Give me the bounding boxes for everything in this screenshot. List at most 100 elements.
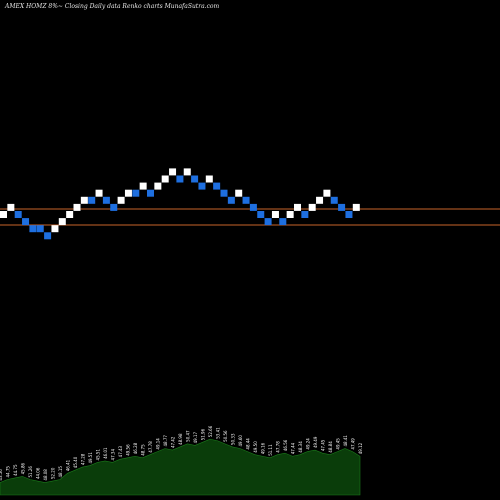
- volume-value-label: 48.08: [43, 469, 48, 481]
- renko-brick: [132, 189, 140, 197]
- volume-value-label: 49.49: [313, 436, 318, 448]
- volume-value-label: 47.43: [118, 445, 123, 457]
- volume-value-label: 51.11: [268, 444, 273, 456]
- volume-value-label: 47.78: [276, 441, 281, 453]
- volume-value-label: 44.06: [36, 467, 41, 479]
- volume-value-label: 48.41: [343, 435, 348, 447]
- renko-brick: [44, 232, 52, 240]
- volume-value-label: 46.41: [66, 459, 71, 471]
- renko-brick: [80, 196, 88, 204]
- volume-value-label: 46.01: [103, 447, 108, 459]
- volume-value-label: 49.51: [88, 452, 93, 464]
- renko-brick: [308, 203, 316, 211]
- renko-brick: [345, 211, 353, 218]
- volume-value-label: 49.45: [336, 438, 341, 450]
- renko-brick: [205, 175, 213, 183]
- volume-value-label: 50.33: [231, 433, 236, 445]
- renko-brick: [95, 189, 103, 197]
- renko-brick: [323, 189, 331, 197]
- renko-brick: [139, 182, 147, 190]
- volume-value-label: 49.50: [253, 441, 258, 453]
- volume-value-label: 47.49: [351, 438, 356, 450]
- renko-brick: [249, 203, 257, 211]
- volume-value-label: 49.60: [238, 435, 243, 447]
- volume-value-label: 48.44: [246, 438, 251, 450]
- volume-value-label: 48.77: [163, 435, 168, 447]
- renko-brick: [0, 211, 7, 218]
- volume-value-label: 44.75: [6, 466, 11, 478]
- volume-value-label: 52.20: [51, 467, 56, 479]
- volume-value-label: 49.17: [193, 431, 198, 443]
- renko-brick: [352, 203, 360, 211]
- renko-brick: [147, 189, 154, 197]
- renko-brick: [14, 211, 22, 218]
- renko-brick: [198, 182, 206, 190]
- renko-brick: [271, 211, 279, 218]
- renko-brick: [66, 211, 74, 218]
- renko-brick: [110, 203, 118, 211]
- volume-value-label: 50.56: [223, 430, 228, 442]
- volume-value-label: 44.75: [13, 464, 18, 476]
- volume-value-label: 49.12: [358, 442, 363, 454]
- renko-brick: [176, 175, 184, 183]
- renko-brick: [36, 225, 44, 233]
- renko-brick: [7, 203, 15, 211]
- renko-bricks: [0, 168, 360, 240]
- volume-value-label: 47.34: [111, 449, 116, 461]
- volume-value-label: 50.47: [186, 430, 191, 442]
- volume-value-label: 49.56: [126, 444, 131, 456]
- volume-panel: 43.56 44.75 44.75 45.86 51.26 44.06 48.08 52.20…: [0, 425, 363, 496]
- volume-value-label: 53.41: [216, 427, 221, 439]
- volume-value-label: 51.26: [28, 466, 33, 478]
- renko-brick: [102, 196, 110, 204]
- volume-value-label: 49.14: [156, 438, 161, 450]
- renko-brick: [22, 218, 30, 226]
- volume-value-label: 45.86: [21, 462, 26, 474]
- renko-brick: [316, 196, 324, 204]
- volume-value-label: 48.75: [141, 444, 146, 456]
- volume-value-label: 49.16: [261, 442, 266, 454]
- renko-brick: [169, 168, 177, 176]
- renko-brick: [220, 189, 228, 197]
- renko-brick: [294, 203, 301, 211]
- volume-value-label: 47.42: [171, 436, 176, 448]
- volume-value-label: 49.24: [306, 438, 311, 450]
- renko-brick: [286, 211, 294, 218]
- renko-brick: [191, 175, 199, 183]
- volume-value-label: 47.44: [291, 442, 296, 454]
- renko-brick: [242, 196, 250, 204]
- renko-brick: [227, 196, 235, 204]
- renko-brick: [183, 168, 191, 176]
- renko-brick: [117, 196, 125, 204]
- renko-brick: [88, 196, 96, 204]
- volume-area: [0, 438, 361, 496]
- volume-value-label: 52.66: [208, 425, 213, 437]
- volume-value-label: 47.78: [148, 441, 153, 453]
- volume-value-label: 51.96: [201, 428, 206, 440]
- renko-brick: [213, 182, 221, 190]
- volume-value-label: 47.28: [81, 453, 86, 465]
- renko-brick: [58, 218, 66, 226]
- volume-value-label: 46.28: [133, 442, 138, 454]
- renko-brick: [235, 189, 243, 197]
- renko-brick: [73, 203, 81, 211]
- renko-brick: [161, 175, 169, 183]
- renko-brick: [264, 218, 272, 226]
- renko-brick: [51, 225, 59, 233]
- renko-brick: [330, 196, 338, 204]
- volume-value-label: 45.40: [73, 456, 78, 468]
- chart-title: AMEX HOMZ 8%~ Closing Daily data Renko c…: [4, 3, 220, 10]
- volume-value-label: 46.56: [283, 439, 288, 451]
- renko-brick: [301, 211, 309, 218]
- renko-brick: [257, 211, 265, 218]
- volume-value-label: 47.45: [321, 439, 326, 451]
- renko-brick: [338, 203, 346, 211]
- renko-brick: [154, 182, 162, 190]
- volume-value-label: 48.15: [58, 466, 63, 478]
- volume-value-label: 48.84: [328, 441, 333, 453]
- volume-value-label: 45.51: [96, 449, 101, 461]
- renko-brick: [29, 225, 37, 233]
- volume-value-label: 48.98: [178, 433, 183, 445]
- volume-value-label: 48.34: [298, 441, 303, 453]
